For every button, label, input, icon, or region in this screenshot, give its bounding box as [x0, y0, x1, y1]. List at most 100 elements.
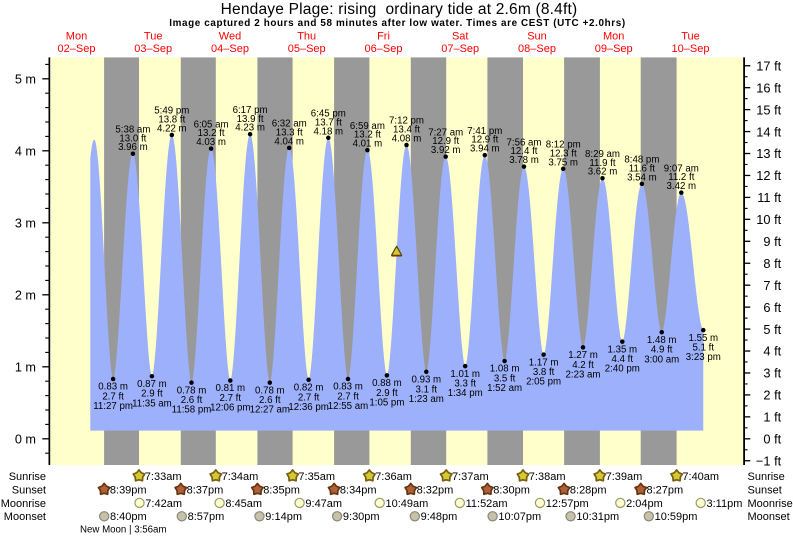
svg-text:12.3 ft: 12.3 ft: [550, 148, 577, 159]
svg-text:Mon: Mon: [603, 30, 624, 42]
svg-text:0.78 m: 0.78 m: [255, 385, 285, 396]
svg-text:12 ft: 12 ft: [756, 168, 781, 183]
svg-text:3.62 m: 3.62 m: [588, 167, 618, 178]
svg-text:2.9 ft: 2.9 ft: [376, 388, 398, 399]
svg-text:−1 ft: −1 ft: [756, 453, 782, 468]
svg-text:7:42am: 7:42am: [145, 498, 182, 510]
svg-text:7:56 am: 7:56 am: [506, 137, 541, 148]
svg-text:3:00 am: 3:00 am: [644, 354, 679, 365]
svg-text:Tue: Tue: [144, 30, 163, 42]
svg-text:8:37pm: 8:37pm: [187, 484, 224, 496]
svg-text:Sunset: Sunset: [12, 484, 46, 496]
svg-text:7:41 pm: 7:41 pm: [467, 126, 502, 137]
svg-text:13.7 ft: 13.7 ft: [315, 117, 342, 128]
svg-text:1:05 pm: 1:05 pm: [369, 398, 404, 409]
svg-text:1.55 m: 1.55 m: [688, 333, 718, 344]
svg-text:04–Sep: 04–Sep: [211, 43, 249, 55]
svg-text:9:30pm: 9:30pm: [343, 511, 380, 523]
svg-text:7 ft: 7 ft: [763, 278, 781, 293]
svg-text:06–Sep: 06–Sep: [365, 43, 403, 55]
svg-text:2.7 ft: 2.7 ft: [102, 392, 124, 403]
svg-text:3.42 m: 3.42 m: [666, 181, 696, 192]
svg-text:08–Sep: 08–Sep: [518, 43, 556, 55]
svg-text:4.9 ft: 4.9 ft: [651, 345, 673, 356]
svg-text:Sunrise: Sunrise: [748, 471, 785, 483]
svg-text:1 ft: 1 ft: [763, 410, 781, 425]
svg-text:2.6 ft: 2.6 ft: [181, 395, 203, 406]
svg-text:10:59pm: 10:59pm: [655, 511, 698, 523]
svg-text:8:29 am: 8:29 am: [585, 149, 620, 160]
svg-text:8:35pm: 8:35pm: [263, 484, 300, 496]
svg-text:7:38am: 7:38am: [529, 471, 566, 483]
svg-text:Image captured 2 hours and 58: Image captured 2 hours and 58 minutes af…: [169, 18, 626, 29]
svg-text:07–Sep: 07–Sep: [441, 43, 479, 55]
svg-text:13.2 ft: 13.2 ft: [198, 128, 225, 139]
svg-text:12:55 am: 12:55 am: [328, 401, 368, 412]
svg-text:2.9 ft: 2.9 ft: [141, 389, 163, 400]
svg-text:Sunrise: Sunrise: [9, 471, 46, 483]
svg-text:Sunset: Sunset: [748, 484, 782, 496]
svg-text:7:39am: 7:39am: [606, 471, 643, 483]
svg-text:9:48pm: 9:48pm: [421, 511, 458, 523]
svg-text:Moonrise: Moonrise: [748, 498, 793, 510]
svg-text:09–Sep: 09–Sep: [595, 43, 633, 55]
svg-text:10 ft: 10 ft: [756, 212, 781, 227]
svg-text:Tue: Tue: [681, 30, 700, 42]
svg-text:8:39pm: 8:39pm: [110, 484, 147, 496]
svg-text:4.03 m: 4.03 m: [196, 137, 226, 148]
svg-text:2.7 ft: 2.7 ft: [298, 392, 320, 403]
svg-text:Fri: Fri: [377, 30, 390, 42]
svg-text:3.54 m: 3.54 m: [627, 172, 657, 183]
svg-text:2:23 am: 2:23 am: [565, 370, 600, 381]
svg-text:6 ft: 6 ft: [763, 300, 781, 315]
svg-text:02–Sep: 02–Sep: [58, 43, 96, 55]
svg-text:4.08 m: 4.08 m: [392, 134, 422, 145]
svg-text:7:34am: 7:34am: [222, 471, 259, 483]
svg-text:10:31pm: 10:31pm: [576, 511, 619, 523]
svg-text:4.23 m: 4.23 m: [235, 123, 265, 134]
svg-text:4.22 m: 4.22 m: [157, 124, 187, 135]
svg-text:3.78 m: 3.78 m: [509, 155, 539, 166]
svg-text:1.27 m: 1.27 m: [568, 350, 598, 361]
svg-text:1.17 m: 1.17 m: [529, 357, 559, 368]
svg-text:10:07pm: 10:07pm: [498, 511, 541, 523]
svg-text:5.1 ft: 5.1 ft: [693, 343, 715, 354]
svg-text:2 m: 2 m: [15, 289, 36, 303]
svg-text:12:57pm: 12:57pm: [546, 498, 589, 510]
svg-text:13 ft: 13 ft: [756, 146, 781, 161]
svg-text:7:40am: 7:40am: [682, 471, 719, 483]
svg-text:7:35am: 7:35am: [298, 471, 335, 483]
svg-text:3.96 m: 3.96 m: [118, 142, 148, 153]
svg-text:3.8 ft: 3.8 ft: [533, 367, 555, 378]
svg-text:3.75 m: 3.75 m: [548, 157, 578, 168]
svg-text:14 ft: 14 ft: [756, 124, 781, 139]
svg-text:4 m: 4 m: [15, 145, 36, 159]
svg-text:11 ft: 11 ft: [757, 190, 781, 205]
svg-text:7:12 pm: 7:12 pm: [389, 116, 424, 127]
svg-text:3.92 m: 3.92 m: [431, 145, 461, 156]
svg-text:12:36 pm: 12:36 pm: [288, 402, 328, 413]
svg-text:7:36am: 7:36am: [375, 471, 412, 483]
svg-text:9:14pm: 9:14pm: [265, 511, 302, 523]
svg-text:12.9 ft: 12.9 ft: [471, 135, 498, 146]
svg-text:10–Sep: 10–Sep: [672, 43, 710, 55]
svg-text:8:45am: 8:45am: [225, 498, 262, 510]
svg-text:Sun: Sun: [527, 30, 547, 42]
svg-text:6:17 pm: 6:17 pm: [233, 105, 268, 116]
svg-text:8:34pm: 8:34pm: [340, 484, 377, 496]
svg-text:8 ft: 8 ft: [763, 256, 781, 271]
svg-text:4.01 m: 4.01 m: [353, 139, 383, 150]
svg-text:12:06 pm: 12:06 pm: [210, 403, 250, 414]
svg-text:8:27pm: 8:27pm: [647, 484, 684, 496]
svg-text:Thu: Thu: [297, 30, 316, 42]
svg-text:1:23 am: 1:23 am: [409, 394, 444, 405]
svg-text:8:12 pm: 8:12 pm: [546, 140, 581, 151]
svg-text:4.18 m: 4.18 m: [313, 126, 343, 137]
svg-text:0.82 m: 0.82 m: [294, 383, 324, 394]
svg-text:2 ft: 2 ft: [763, 388, 781, 403]
svg-text:3.3 ft: 3.3 ft: [454, 379, 476, 390]
svg-text:8:48 pm: 8:48 pm: [624, 155, 659, 166]
svg-text:3:11pm: 3:11pm: [707, 498, 743, 510]
svg-text:2:05 pm: 2:05 pm: [526, 377, 561, 388]
svg-text:0.83 m: 0.83 m: [98, 382, 128, 393]
